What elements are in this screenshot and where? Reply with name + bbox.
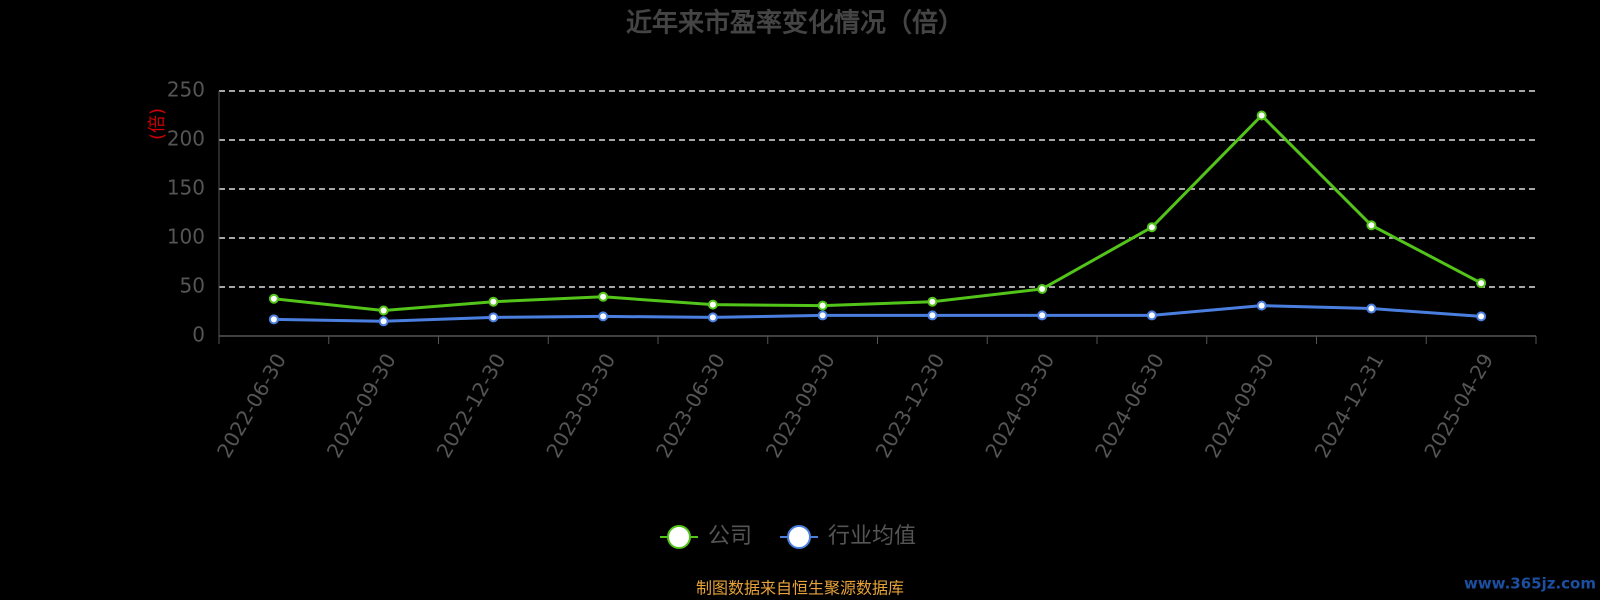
chart-title: 近年来市盈率变化情况（倍） xyxy=(626,8,964,39)
data-point xyxy=(707,299,718,310)
x-tick-label: 2024-06-30 xyxy=(1090,349,1169,462)
data-point xyxy=(1146,310,1157,321)
data-point xyxy=(1366,303,1377,314)
data-point xyxy=(1256,110,1267,121)
data-point xyxy=(268,314,279,325)
series-line xyxy=(273,113,1482,313)
data-point xyxy=(817,310,828,321)
y-tick-label: 150 xyxy=(167,176,205,200)
data-point xyxy=(1476,278,1487,289)
data-point xyxy=(1366,220,1377,231)
data-point xyxy=(707,312,718,323)
data-point xyxy=(378,316,389,327)
data-point xyxy=(598,311,609,322)
data-point xyxy=(1476,311,1487,322)
data-point xyxy=(378,305,389,316)
x-tick-label: 2023-12-30 xyxy=(871,349,950,462)
legend-label: 公司 xyxy=(708,524,752,549)
data-point xyxy=(817,300,828,311)
x-tick-label: 2022-06-30 xyxy=(212,349,291,462)
data-point xyxy=(927,296,938,307)
y-tick-label: 0 xyxy=(192,323,205,347)
y-tick-label: 250 xyxy=(167,78,205,102)
x-tick-label: 2024-09-30 xyxy=(1200,349,1279,462)
data-point xyxy=(1256,300,1267,311)
data-point xyxy=(268,293,279,304)
x-tick-label: 2023-06-30 xyxy=(651,349,730,462)
legend-marker xyxy=(667,525,691,549)
x-tick-label: 2022-12-30 xyxy=(432,349,511,462)
x-tick-label: 2024-12-31 xyxy=(1310,349,1389,462)
legend-marker xyxy=(787,525,812,549)
series-line xyxy=(273,304,1482,323)
y-tick-label: 50 xyxy=(180,274,205,298)
y-tick-label: 100 xyxy=(167,225,205,249)
data-point xyxy=(1146,222,1157,233)
source-note: 制图数据来自恒生聚源数据库 xyxy=(696,579,904,598)
x-tick-label: 2023-09-30 xyxy=(761,349,840,462)
legend-label: 行业均值 xyxy=(828,524,916,549)
data-point xyxy=(1037,310,1048,321)
x-tick-label: 2022-09-30 xyxy=(322,349,401,462)
data-point xyxy=(1037,283,1048,294)
y-axis-label: (倍) xyxy=(147,108,168,140)
data-point xyxy=(927,310,938,321)
x-tick-label: 2023-03-30 xyxy=(541,349,620,462)
x-tick-label: 2024-03-30 xyxy=(980,349,1059,462)
data-point xyxy=(488,312,499,323)
x-tick-label: 2025-04-29 xyxy=(1419,349,1498,462)
data-point xyxy=(598,291,609,302)
y-tick-label: 200 xyxy=(167,127,205,151)
data-point xyxy=(488,296,499,307)
watermark: www.365jz.com xyxy=(1464,575,1596,593)
